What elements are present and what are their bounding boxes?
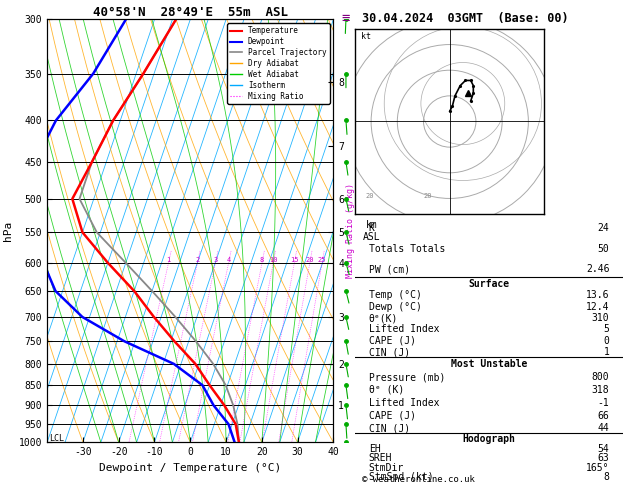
Y-axis label: km
ASL: km ASL (363, 220, 381, 242)
Text: Lifted Index: Lifted Index (369, 398, 439, 408)
Text: Totals Totals: Totals Totals (369, 244, 445, 254)
Text: 310: 310 (592, 313, 610, 323)
Text: CIN (J): CIN (J) (369, 423, 410, 434)
Text: 165°: 165° (586, 463, 610, 473)
Text: 800: 800 (592, 372, 610, 382)
Text: © weatheronline.co.uk: © weatheronline.co.uk (362, 474, 474, 484)
Text: Mixing Ratio (g/kg): Mixing Ratio (g/kg) (346, 183, 355, 278)
Text: 2: 2 (196, 257, 199, 263)
Text: 20: 20 (366, 193, 374, 199)
Text: K: K (369, 224, 375, 233)
Text: 12.4: 12.4 (586, 302, 610, 312)
Text: 13.6: 13.6 (586, 290, 610, 300)
Text: StmSpd (kt): StmSpd (kt) (369, 472, 433, 482)
Legend: Temperature, Dewpoint, Parcel Trajectory, Dry Adiabat, Wet Adiabat, Isotherm, Mi: Temperature, Dewpoint, Parcel Trajectory… (227, 23, 330, 104)
Text: Lifted Index: Lifted Index (369, 325, 439, 334)
Title: 40°58'N  28°49'E  55m  ASL: 40°58'N 28°49'E 55m ASL (92, 6, 288, 19)
Text: Most Unstable: Most Unstable (451, 359, 527, 369)
Y-axis label: hPa: hPa (3, 221, 13, 241)
Text: θᵉ (K): θᵉ (K) (369, 385, 404, 395)
Text: 8: 8 (260, 257, 264, 263)
Text: θᵉ(K): θᵉ(K) (369, 313, 398, 323)
Text: StmDir: StmDir (369, 463, 404, 473)
Text: 3: 3 (213, 257, 218, 263)
Text: ≡: ≡ (342, 11, 350, 25)
Text: CIN (J): CIN (J) (369, 347, 410, 357)
Text: 318: 318 (592, 385, 610, 395)
Text: Surface: Surface (469, 279, 509, 289)
Text: CAPE (J): CAPE (J) (369, 411, 416, 420)
Text: Pressure (mb): Pressure (mb) (369, 372, 445, 382)
Text: Temp (°C): Temp (°C) (369, 290, 421, 300)
Text: 8: 8 (603, 472, 610, 482)
Text: 5: 5 (603, 325, 610, 334)
Text: 30.04.2024  03GMT  (Base: 00): 30.04.2024 03GMT (Base: 00) (362, 12, 568, 25)
Text: 54: 54 (598, 444, 610, 454)
Text: 25: 25 (318, 257, 326, 263)
Text: EH: EH (369, 444, 381, 454)
X-axis label: Dewpoint / Temperature (°C): Dewpoint / Temperature (°C) (99, 463, 281, 473)
Text: kt: kt (360, 33, 370, 41)
Text: 4: 4 (226, 257, 231, 263)
Text: 1: 1 (167, 257, 170, 263)
Text: 44: 44 (598, 423, 610, 434)
Text: 2.46: 2.46 (586, 264, 610, 274)
Text: Dewp (°C): Dewp (°C) (369, 302, 421, 312)
Text: SREH: SREH (369, 453, 392, 463)
Text: Hodograph: Hodograph (462, 434, 516, 444)
Text: 50: 50 (598, 244, 610, 254)
Text: 10: 10 (269, 257, 277, 263)
Text: 15: 15 (290, 257, 299, 263)
Text: LCL: LCL (49, 434, 64, 443)
Text: CAPE (J): CAPE (J) (369, 336, 416, 346)
Text: -1: -1 (598, 398, 610, 408)
Text: 20: 20 (306, 257, 314, 263)
Text: 66: 66 (598, 411, 610, 420)
Text: PW (cm): PW (cm) (369, 264, 410, 274)
Text: 20: 20 (423, 193, 432, 199)
Text: 0: 0 (603, 336, 610, 346)
Text: 24: 24 (598, 224, 610, 233)
Text: 63: 63 (598, 453, 610, 463)
Text: 1: 1 (603, 347, 610, 357)
